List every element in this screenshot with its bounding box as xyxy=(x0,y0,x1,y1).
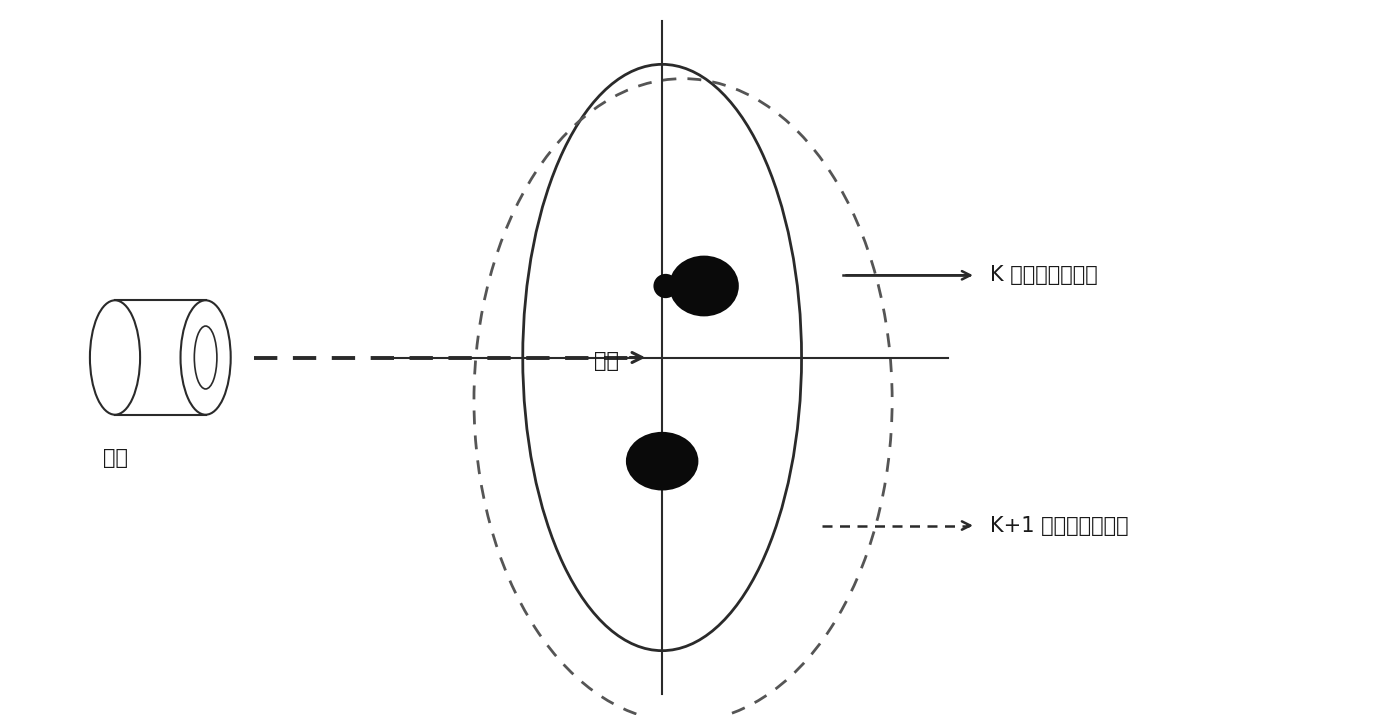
Ellipse shape xyxy=(669,256,739,317)
Ellipse shape xyxy=(654,274,677,298)
Ellipse shape xyxy=(91,300,139,415)
Text: 激光: 激光 xyxy=(103,448,128,468)
Ellipse shape xyxy=(181,300,231,415)
Text: 光斑: 光斑 xyxy=(594,351,619,371)
Bar xyxy=(116,300,206,415)
Ellipse shape xyxy=(626,432,698,490)
Ellipse shape xyxy=(194,326,217,389)
Text: K+1 时刻探测器位置: K+1 时刻探测器位置 xyxy=(990,516,1128,536)
Text: K 时刻探测器位置: K 时刻探测器位置 xyxy=(990,265,1097,285)
